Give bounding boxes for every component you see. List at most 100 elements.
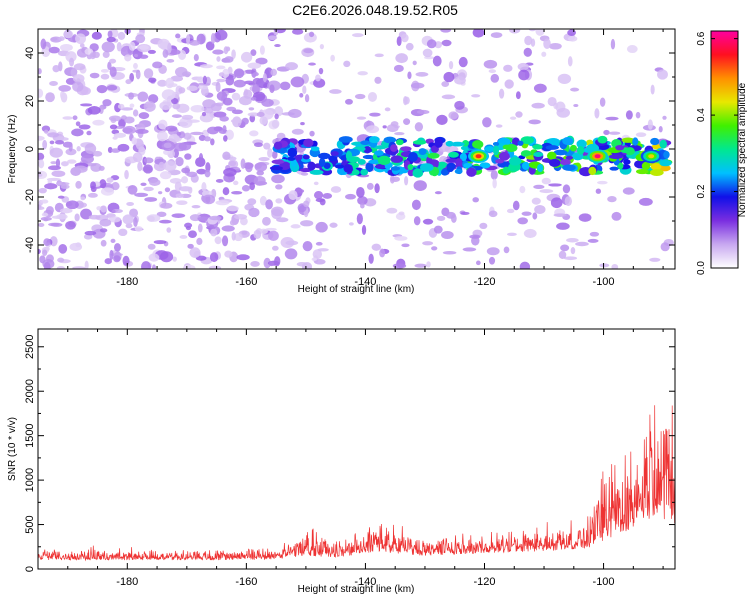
- spectrogram-noise-cell: [157, 191, 163, 195]
- spectrogram-noise-cell: [432, 55, 442, 67]
- spectrogram-noise-cell: [99, 179, 107, 189]
- spectrogram-noise-cell: [171, 114, 182, 118]
- spectrogram-noise-cell: [319, 43, 324, 50]
- spectrogram-noise-cell: [533, 83, 547, 93]
- spectrogram-noise-cell: [40, 199, 49, 204]
- x-tick-label: -120: [473, 276, 495, 288]
- spectrogram-noise-cell: [301, 262, 313, 269]
- x-tick-label: -120: [473, 576, 495, 588]
- spectrogram-noise-cell: [114, 125, 125, 130]
- spectrogram-noise-cell: [142, 164, 153, 174]
- spectrogram-noise-cell: [120, 115, 128, 120]
- spectrogram-noise-cell: [400, 33, 409, 43]
- snr-x-axis: -180 -160 -140 -120 -100: [37, 329, 664, 588]
- spectrogram-signal-cell: [412, 168, 424, 178]
- spectrogram-noise-cell: [285, 240, 299, 246]
- spectrogram-noise-cell: [175, 156, 184, 167]
- spectrogram-noise-cell: [58, 36, 65, 41]
- spectrogram-noise-cell: [490, 32, 503, 38]
- spectrogram-noise-cell: [273, 30, 278, 36]
- spectrogram-noise-cell: [226, 205, 239, 212]
- spectrogram-noise-cell: [87, 192, 98, 198]
- snr-y-axis: 0 500 1000 1500 2000 2500: [24, 335, 675, 572]
- spectrogram-noise-cell: [186, 85, 198, 91]
- spectrogram-signal-cell: [383, 136, 397, 144]
- spectrogram-noise-cell: [360, 203, 365, 209]
- spectrogram-signal-cell: [375, 164, 386, 169]
- spectrogram-signal-cell: [343, 163, 353, 173]
- spectrogram-signal-cell: [521, 161, 530, 171]
- spectrogram-noise-cell: [56, 213, 68, 220]
- spectrogram-noise-cell: [313, 259, 326, 265]
- spectrogram-noise-cell: [197, 223, 203, 233]
- spectrogram-noise-cell: [259, 45, 265, 55]
- spectrogram-noise-cell: [152, 61, 163, 69]
- spectrogram-noise-cell: [490, 169, 498, 180]
- spectrogram-noise-cell: [304, 94, 310, 103]
- spectrogram-noise-cell: [68, 141, 73, 152]
- spectrogram-signal-cell: [377, 155, 391, 165]
- spectrogram-noise-cell: [175, 33, 181, 39]
- y-tick-label: 1500: [24, 423, 36, 447]
- spectrogram-signal-cell: [390, 166, 401, 171]
- spectrogram-noise-cell: [253, 175, 266, 186]
- spectrogram-noise-cell: [442, 250, 457, 255]
- spectrogram-noise-cell: [108, 216, 121, 223]
- spectrogram-noise-cell: [531, 102, 545, 109]
- spectrogram-noise-cell: [261, 98, 274, 107]
- spectrogram-signal-cell: [649, 169, 664, 176]
- spectrogram-noise-cell: [270, 68, 278, 76]
- spectrogram-noise-cell: [38, 88, 44, 98]
- spectrogram-noise-cell: [49, 147, 63, 158]
- spectrogram-signal-cell: [434, 138, 443, 148]
- spectrogram-noise-cell: [483, 59, 498, 69]
- spectrogram-noise-cell: [58, 84, 72, 92]
- spectrogram-noise-cell: [80, 154, 94, 164]
- spectrogram-noise-cell: [186, 34, 191, 45]
- spectrogram-signal-cell: [328, 155, 338, 162]
- spectrogram-noise-cell: [558, 250, 567, 260]
- spectrogram-noise-cell: [152, 264, 157, 269]
- spectrogram-noise-cell: [248, 107, 255, 111]
- spectrogram-signal-cell: [390, 144, 398, 152]
- spectrogram-noise-cell: [394, 132, 405, 136]
- spectrogram-noise-cell: [159, 101, 173, 110]
- spectrogram-noise-cell: [135, 139, 144, 150]
- y-tick-label: -40: [24, 237, 36, 253]
- spectrogram-noise-cell: [90, 181, 97, 190]
- spectrogram-noise-cell: [398, 211, 405, 216]
- spectrogram-noise-cell: [611, 211, 622, 221]
- spectrogram-noise-cell: [647, 119, 653, 130]
- spectrogram-noise-cell: [204, 107, 214, 114]
- spectrogram-noise-cell: [195, 255, 207, 261]
- spectrogram-noise-cell: [65, 148, 77, 156]
- spectrogram-noise-cell: [635, 111, 641, 119]
- spectrogram-noise-cell: [622, 187, 635, 195]
- spectrogram-signal-cell: [269, 166, 283, 171]
- spectrogram-noise-cell: [38, 248, 41, 255]
- spectrogram-noise-cell: [345, 193, 356, 200]
- spectrogram-noise-cell: [41, 212, 49, 217]
- spectrogram-noise-cell: [458, 56, 468, 68]
- spectrogram-noise-cell: [330, 54, 335, 62]
- figure-title: C2E6.2026.048.19.52.R05: [292, 2, 458, 18]
- spectrogram-noise-cell: [271, 119, 280, 129]
- spectrogram-noise-cell: [382, 125, 387, 129]
- snr-panel: -180 -160 -140 -120 -100 0 500 1000 1500 2000 250…: [7, 328, 676, 595]
- spectrogram-signal-cell: [374, 150, 384, 156]
- spectrogram-noise-cell: [322, 192, 333, 199]
- spectrogram-noise-cell: [167, 42, 172, 54]
- spectrogram-noise-cell: [451, 214, 457, 223]
- spectrogram-noise-cell: [182, 264, 196, 269]
- spectrogram-noise-cell: [413, 216, 421, 226]
- colorbar-ticks: 0.0 0.2 0.4 0.6: [696, 31, 738, 275]
- spectrogram-noise-cell: [265, 227, 277, 231]
- spectrogram-noise-cell: [137, 161, 143, 172]
- spectrogram-noise-cell: [234, 68, 245, 79]
- spectrogram-noise-cell: [201, 182, 207, 192]
- spectrogram-signal-cell: [334, 164, 345, 169]
- spectrogram-noise-cell: [488, 69, 497, 74]
- spectrogram-noise-cell: [603, 129, 610, 136]
- spectrogram-noise-cell: [168, 49, 181, 56]
- spectrogram-noise-cell: [148, 253, 160, 262]
